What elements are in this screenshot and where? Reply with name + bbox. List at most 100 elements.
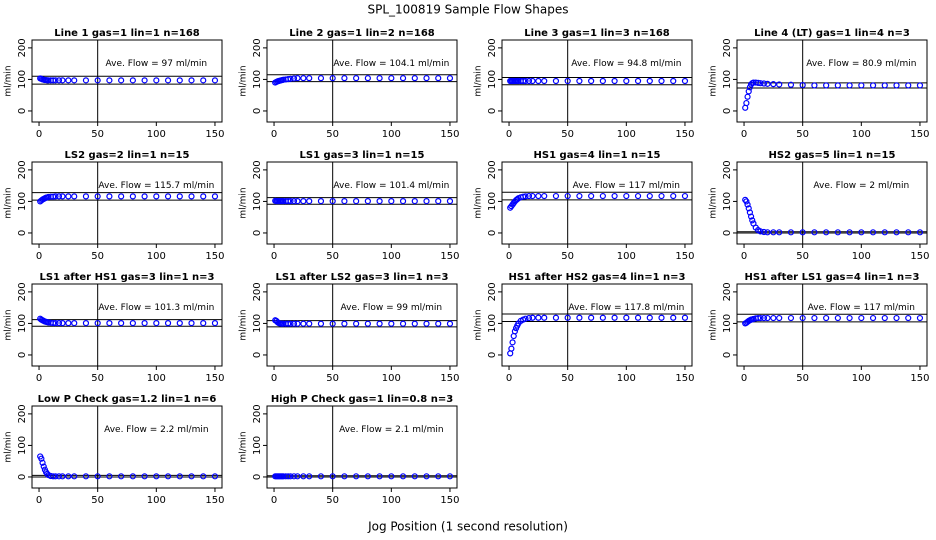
- point: [520, 193, 527, 200]
- y-tick-label: 0: [487, 108, 498, 114]
- y-tick-label: 0: [17, 230, 28, 236]
- plot-box: [736, 161, 928, 245]
- point: [200, 77, 207, 84]
- point: [55, 77, 63, 84]
- x-tick-label: 50: [326, 129, 339, 140]
- point: [747, 213, 755, 220]
- x-tick-label: 0: [36, 251, 42, 262]
- point: [834, 82, 841, 89]
- annotation: Ave. Flow = 2 ml/min: [813, 181, 909, 191]
- point: [764, 229, 771, 236]
- point: [399, 320, 407, 327]
- point: [211, 320, 219, 327]
- panel-title: LS1 gas=3 lin=1 n=15: [300, 150, 425, 161]
- point: [59, 320, 66, 327]
- panel-title: HS1 gas=4 lin=1 n=15: [534, 150, 661, 161]
- plot-box: [736, 39, 928, 123]
- y-tick-label: 200: [252, 38, 263, 57]
- point: [564, 77, 571, 85]
- point: [535, 77, 542, 85]
- point: [364, 320, 371, 327]
- point: [869, 82, 877, 89]
- point: [916, 314, 924, 322]
- point: [94, 193, 101, 200]
- point: [285, 198, 292, 205]
- x-tick-label: 50: [326, 251, 339, 262]
- point: [623, 314, 630, 321]
- point: [755, 314, 762, 322]
- x-tick-label: 50: [326, 495, 339, 506]
- point: [749, 217, 756, 224]
- panel-title: LS2 gas=2 lin=1 n=15: [65, 150, 190, 161]
- point: [52, 77, 59, 84]
- point: [423, 473, 430, 480]
- annotation: Ave. Flow = 94.8 ml/min: [571, 59, 681, 69]
- x-tick-label: 150: [440, 129, 459, 140]
- point: [188, 193, 195, 200]
- point: [599, 314, 606, 321]
- point: [106, 77, 113, 84]
- x-tick-label: 150: [910, 129, 929, 140]
- point: [341, 320, 348, 327]
- y-tick-label: 200: [17, 404, 28, 423]
- point: [588, 77, 595, 85]
- x-tick-label: 100: [617, 129, 636, 140]
- point: [787, 229, 795, 236]
- point: [846, 229, 853, 236]
- plot-box: [736, 283, 928, 367]
- point: [681, 314, 689, 321]
- point: [681, 77, 689, 85]
- point: [129, 473, 136, 480]
- y-axis-label: ml/min: [474, 309, 484, 340]
- point: [646, 77, 653, 85]
- y-axis-label: ml/min: [4, 309, 14, 340]
- point: [200, 473, 207, 480]
- point: [287, 473, 294, 480]
- point: [399, 473, 407, 480]
- plot-box: [501, 161, 693, 245]
- y-axis-label: ml/min: [474, 65, 484, 96]
- point: [71, 473, 78, 480]
- point: [576, 77, 583, 85]
- x-tick-label: 50: [796, 373, 809, 384]
- point: [435, 320, 442, 327]
- point: [94, 320, 101, 327]
- point: [153, 473, 160, 480]
- point: [388, 473, 395, 480]
- point: [905, 314, 912, 322]
- point: [353, 75, 360, 82]
- annotation: Ave. Flow = 99 ml/min: [341, 303, 443, 313]
- x-tick-label: 50: [561, 251, 574, 262]
- x-tick-label: 150: [440, 373, 459, 384]
- point: [388, 75, 395, 82]
- point: [141, 473, 148, 480]
- point: [300, 198, 307, 205]
- point: [760, 314, 768, 322]
- point: [287, 198, 294, 205]
- point: [743, 99, 750, 107]
- point: [287, 320, 294, 327]
- point: [670, 192, 677, 200]
- point: [446, 75, 454, 82]
- x-tick-label: 100: [852, 129, 871, 140]
- point: [522, 77, 529, 85]
- point: [38, 455, 45, 462]
- point: [364, 75, 371, 82]
- annotation: Ave. Flow = 117 ml/min: [573, 181, 680, 191]
- point: [646, 314, 653, 321]
- x-tick-label: 50: [91, 495, 104, 506]
- point: [411, 473, 418, 480]
- point: [290, 320, 298, 327]
- point: [893, 82, 900, 89]
- point: [341, 198, 348, 205]
- x-tick-label: 150: [675, 373, 694, 384]
- y-tick-label: 100: [252, 70, 263, 89]
- x-tick-label: 50: [91, 373, 104, 384]
- point: [535, 192, 542, 200]
- point: [376, 198, 383, 205]
- point: [317, 198, 325, 205]
- point: [300, 320, 307, 327]
- point: [858, 229, 865, 236]
- y-tick-label: 100: [487, 192, 498, 211]
- y-tick-label: 100: [17, 70, 28, 89]
